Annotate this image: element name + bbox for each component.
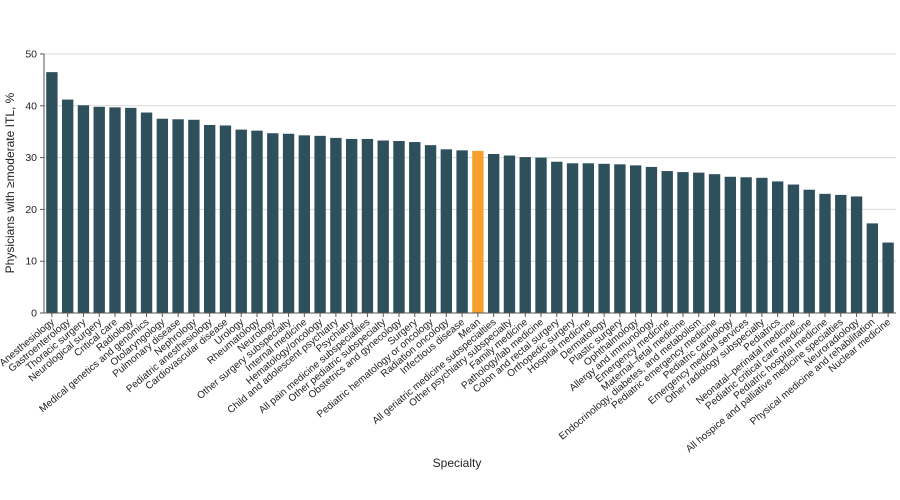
bars [46, 72, 894, 313]
bar [519, 157, 531, 313]
y-tick-label: 0 [31, 308, 37, 320]
bar [456, 150, 468, 313]
bar [361, 138, 374, 313]
bar [724, 176, 737, 313]
gridlines [44, 53, 896, 262]
y-tick-label: 10 [25, 256, 37, 268]
bar [424, 145, 437, 313]
bar [551, 161, 563, 313]
bar [645, 166, 658, 313]
bar [598, 163, 610, 313]
y-tick-labels: 0 10 20 30 40 50 [25, 49, 37, 320]
bar [140, 112, 153, 313]
bar [487, 153, 500, 313]
bar [393, 141, 405, 313]
bar [77, 105, 90, 313]
bar [188, 119, 200, 313]
bar [566, 163, 579, 313]
bar [93, 106, 105, 313]
bar [819, 193, 831, 313]
bar [235, 129, 247, 313]
bar [661, 171, 673, 313]
bar [629, 165, 642, 313]
bar [582, 163, 595, 313]
bar [756, 177, 768, 313]
bar [472, 150, 484, 313]
x-axis-title: Specialty [433, 456, 482, 470]
bar [740, 177, 752, 313]
bar [282, 133, 295, 313]
bar [298, 135, 311, 313]
bar [850, 196, 863, 313]
y-tick-label: 30 [25, 152, 37, 164]
bar [109, 107, 121, 313]
bar [835, 194, 847, 313]
bar [330, 137, 342, 313]
bar [345, 138, 358, 313]
bar [125, 107, 137, 313]
bar [46, 72, 58, 313]
bar [693, 172, 705, 313]
bar [803, 189, 815, 313]
y-tick-label: 40 [25, 100, 37, 112]
bar [409, 142, 421, 313]
bar [267, 133, 279, 313]
bar [535, 157, 547, 313]
y-tick-label: 50 [25, 49, 37, 61]
bar [219, 125, 232, 313]
bar [771, 181, 784, 313]
bar [203, 124, 216, 313]
bar [251, 130, 263, 313]
bar [156, 118, 169, 313]
bar [440, 149, 453, 313]
y-tick-label: 20 [25, 204, 37, 216]
bar [866, 223, 879, 313]
axes [40, 53, 896, 317]
bar [882, 242, 894, 313]
bar [503, 155, 516, 313]
y-axis-title: Physicians with ≥moderate ITL, % [3, 92, 17, 273]
bar [61, 99, 74, 313]
bar [708, 174, 721, 313]
bar [377, 140, 389, 313]
bar [614, 164, 626, 313]
bar [314, 135, 326, 313]
bar [677, 172, 689, 313]
bar [787, 184, 800, 313]
bar [172, 119, 184, 313]
